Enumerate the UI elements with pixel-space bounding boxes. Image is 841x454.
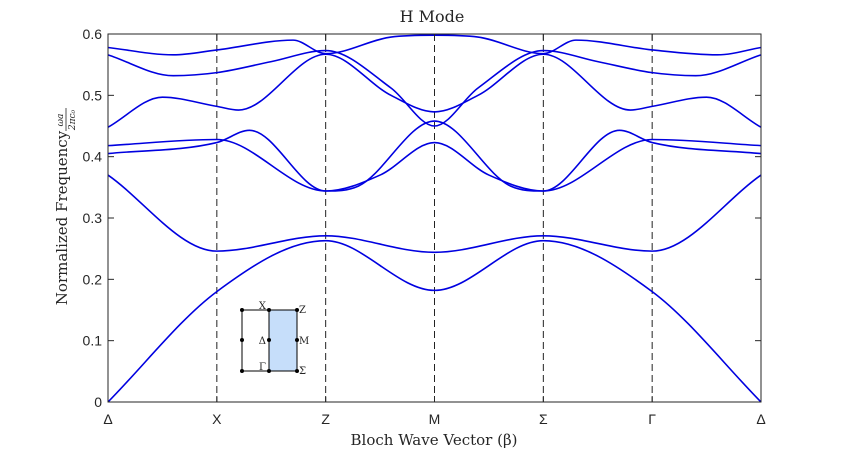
brillouin-zone-inset: X Z Δ M Γ Σ	[240, 301, 309, 377]
inset-label-Z: Z	[299, 305, 306, 316]
band-6	[107, 49, 762, 127]
y-axis-label-group: Normalized Frequency ωa 2πc₀	[53, 108, 78, 305]
y-tick-label: 0.3	[83, 210, 103, 226]
y-tick-label: 0	[94, 394, 102, 410]
x-axis-label: Bloch Wave Vector (β)	[351, 431, 518, 449]
y-tick-label: 0.1	[83, 333, 103, 349]
inset-dot-Delta	[267, 338, 271, 342]
inset-label-X: X	[259, 301, 267, 312]
x-tick-label: Δ	[756, 411, 765, 427]
symmetry-point-lines	[216, 34, 653, 402]
chart-title: H Mode	[400, 7, 465, 26]
inset-dot-left-mid	[240, 338, 244, 342]
y-axis-label-fraction-numerator: ωa	[56, 114, 66, 127]
x-tick-label: Σ	[539, 411, 548, 427]
y-tick-label: 0.6	[83, 26, 103, 42]
x-tick-label: X	[212, 411, 222, 427]
inset-dot-M	[295, 338, 299, 342]
inset-dot-top-left	[240, 308, 244, 312]
x-tick-label: Δ	[103, 411, 112, 427]
inset-label-Gamma: Γ	[259, 362, 266, 373]
inset-dot-Sigma	[295, 369, 299, 373]
inset-label-Sigma: Σ	[299, 366, 306, 377]
y-axis-label-fraction-denominator: 2πc₀	[68, 109, 78, 131]
inset-dot-Z	[295, 308, 299, 312]
y-axis-ticks: 0 0.1 0.2 0.3 0.4 0.5 0.6	[83, 26, 761, 410]
x-tick-label: Γ	[648, 411, 656, 427]
x-tick-label: M	[429, 411, 441, 427]
inset-dot-Gamma	[267, 369, 271, 373]
y-tick-label: 0.2	[83, 271, 103, 287]
x-tick-label: Z	[321, 411, 330, 427]
x-axis-ticks: Δ X Z M Σ Γ Δ	[103, 34, 766, 427]
band-4	[107, 120, 762, 192]
band-curves	[107, 34, 762, 403]
band-1	[107, 239, 762, 403]
y-tick-label: 0.5	[83, 87, 103, 103]
y-axis-label: Normalized Frequency	[53, 130, 71, 305]
inset-shaded-region	[269, 310, 297, 371]
inset-dot-bottom-left	[240, 369, 244, 373]
band-2	[107, 174, 762, 254]
inset-label-Delta: Δ	[259, 336, 266, 347]
inset-dot-X	[267, 308, 271, 312]
band-5	[107, 53, 762, 128]
band-3	[107, 129, 762, 192]
inset-label-M: M	[299, 336, 309, 347]
y-tick-label: 0.4	[83, 149, 103, 165]
